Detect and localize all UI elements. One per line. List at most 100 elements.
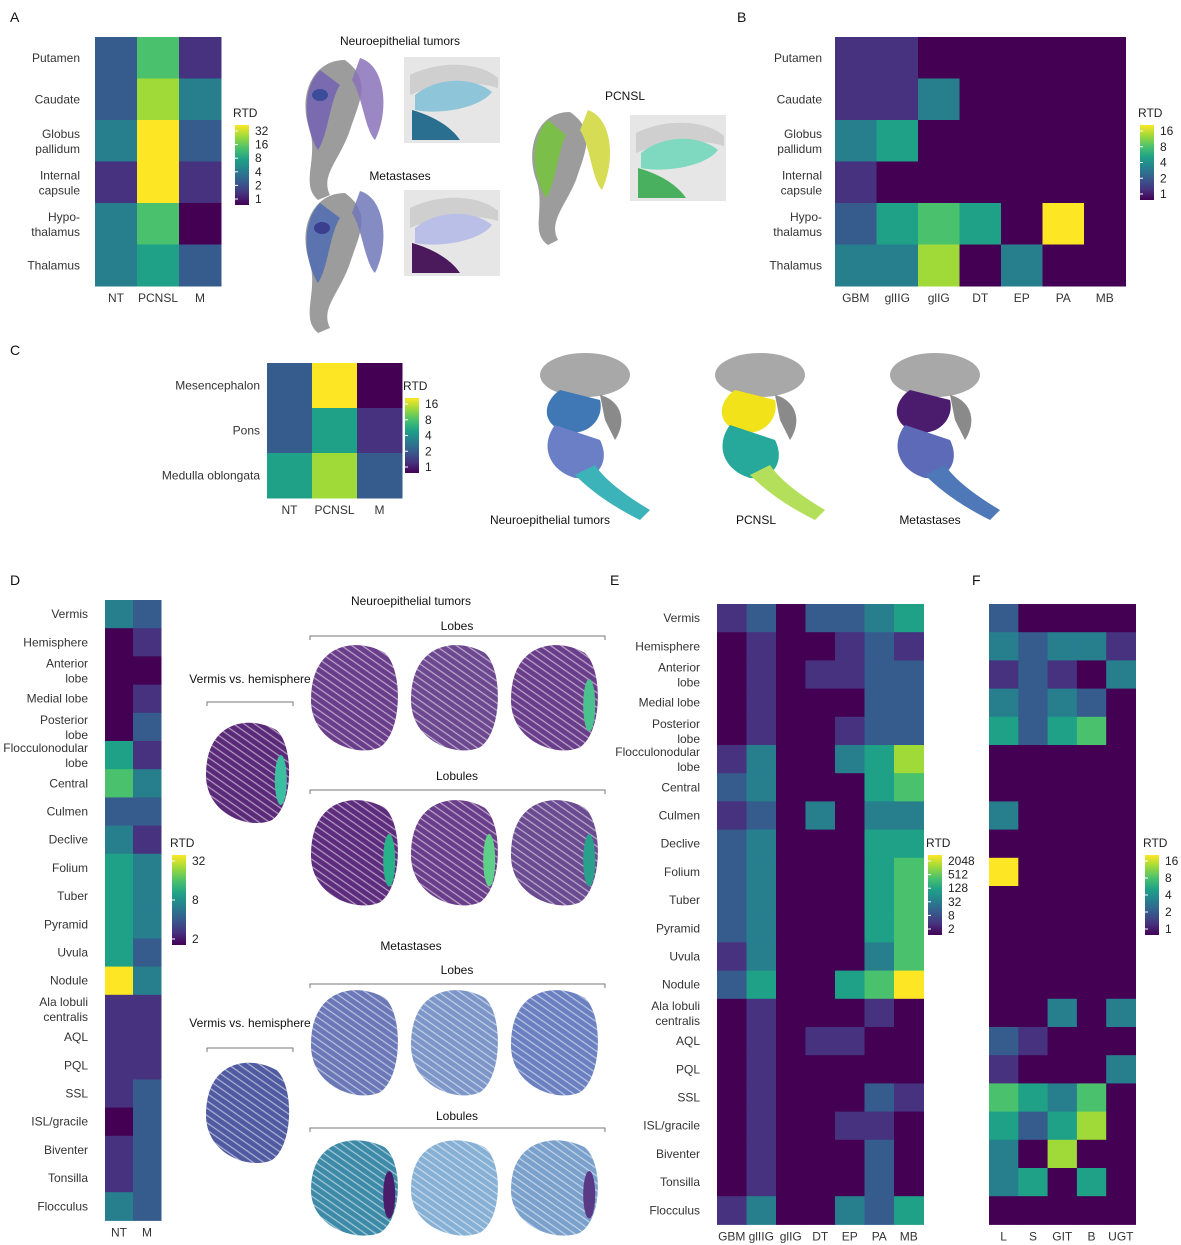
heatmap-cell [894,1168,924,1197]
heatmap-f: L S GIT B UGT RTD 16 8 4 2 1 [989,604,1179,1243]
legend-tick-label: 8 [255,151,262,165]
heatmap-cell [776,998,806,1028]
heatmap-cell [864,829,895,859]
heatmap-cell [864,773,895,802]
heatmap-cell [864,1139,895,1169]
heatmap-cell [835,1168,865,1197]
heatmap-cell [746,801,777,831]
heatmap-cell [776,829,806,859]
legend-tick-label: 2 [948,922,955,936]
heatmap-cell [1076,1083,1107,1113]
row-label: Biventer [44,1143,88,1157]
heatmap-cell [105,628,134,657]
heatmap-cell [1076,773,1107,802]
row-label: Ala lobuli centralis [39,995,88,1024]
heatmap-cell [1076,1139,1107,1169]
heatmap-cell [989,1111,1019,1141]
heatmap-cell [894,632,924,661]
heatmap-cell [776,688,806,718]
heatmap-e: Vermis Hemisphere Anterior lobe Medial lobe P… [615,604,975,1243]
brain-illustration-ne-slice [404,57,500,143]
heatmap-cell [864,660,895,690]
row-label: Internal capsule [781,168,823,197]
brain-illustration-pcnsl-3d [532,110,611,245]
heatmap-cell [717,942,747,972]
heatmap-cell [137,120,180,162]
column-label: NT [282,503,299,517]
row-label: PQL [64,1058,88,1072]
heatmap-cell [1047,1111,1078,1141]
heatmap-cell [894,688,924,718]
row-label: Hemisphere [635,639,700,653]
heatmap-cell [835,773,865,802]
column-label: M [195,291,205,305]
heatmap-cell [1047,886,1078,915]
brainstem-illustration-pcnsl [715,353,825,520]
heatmap-cell [959,120,1002,162]
panel-label-a: A [10,9,20,25]
heatmap-cell [1106,1196,1136,1225]
heatmap-cell [989,857,1019,887]
heatmap-cell [105,1192,134,1221]
heatmap-cell [1047,829,1078,859]
heatmap-cell [133,1192,162,1221]
heatmap-cell [717,998,747,1028]
row-label: AQL [676,1034,700,1048]
heatmap-cell [989,801,1019,831]
legend-tick-label: 32 [192,854,206,868]
heatmap-cell [776,1168,806,1197]
heatmap-cell [835,745,865,774]
row-label: Culmen [659,809,700,823]
heatmap-cell [835,1196,865,1225]
heatmap-cell [133,938,162,968]
heatmap-cell [1001,78,1043,121]
heatmap-cell [105,853,134,883]
heatmap-cell [312,453,358,499]
heatmap-cell [1106,1139,1136,1169]
heatmap-cell [835,1083,865,1113]
heatmap-cell [1076,970,1107,1000]
column-label: B [1088,1229,1096,1243]
panel-label-c: C [10,342,20,358]
bracket-label-lobes-ne: Lobes [441,619,474,633]
heatmap-cell [918,161,960,204]
heatmap-cell [133,656,162,686]
legend-colorbar [1140,125,1154,200]
heatmap-cell [864,970,895,1000]
heatmap-cell [835,886,865,915]
row-label: Folium [52,861,88,875]
heatmap-cell [95,203,138,245]
legend-title: RTD [233,106,258,120]
row-label: SSL [65,1087,88,1101]
heatmap-cell [776,1055,806,1084]
heatmap-cell [805,660,836,690]
heatmap-cell [137,203,180,245]
row-label: SSL [677,1091,700,1105]
heatmap-cell [1076,1196,1107,1225]
heatmap-cell [133,684,162,714]
heatmap-cell [746,886,777,915]
heatmap-cell [805,632,836,661]
heatmap-cell [1106,1083,1136,1113]
heatmap-cell [1076,857,1107,887]
row-label: Globus pallidum [35,127,80,156]
heatmap-cell [1076,829,1107,859]
heatmap-cell [805,716,836,746]
heatmap-cell [864,1196,895,1225]
heatmap-cell [133,741,162,770]
heatmap-cell [105,1079,134,1109]
heatmap-cell [864,688,895,718]
heatmap-cell [1106,632,1136,661]
legend-tick-label: 4 [425,429,432,443]
heatmap-cell [133,910,162,939]
heatmap-cell [805,970,836,1000]
legend-title: RTD [1143,836,1168,850]
heatmap-cell [989,716,1019,746]
row-label: Uvula [669,950,700,964]
heatmap-cell [894,970,924,1000]
heatmap-cell [105,1135,134,1165]
heatmap-cell [746,745,777,774]
heatmap-cell [1076,688,1107,718]
heatmap-cell [1047,632,1078,661]
legend-colorbar [1145,855,1159,935]
